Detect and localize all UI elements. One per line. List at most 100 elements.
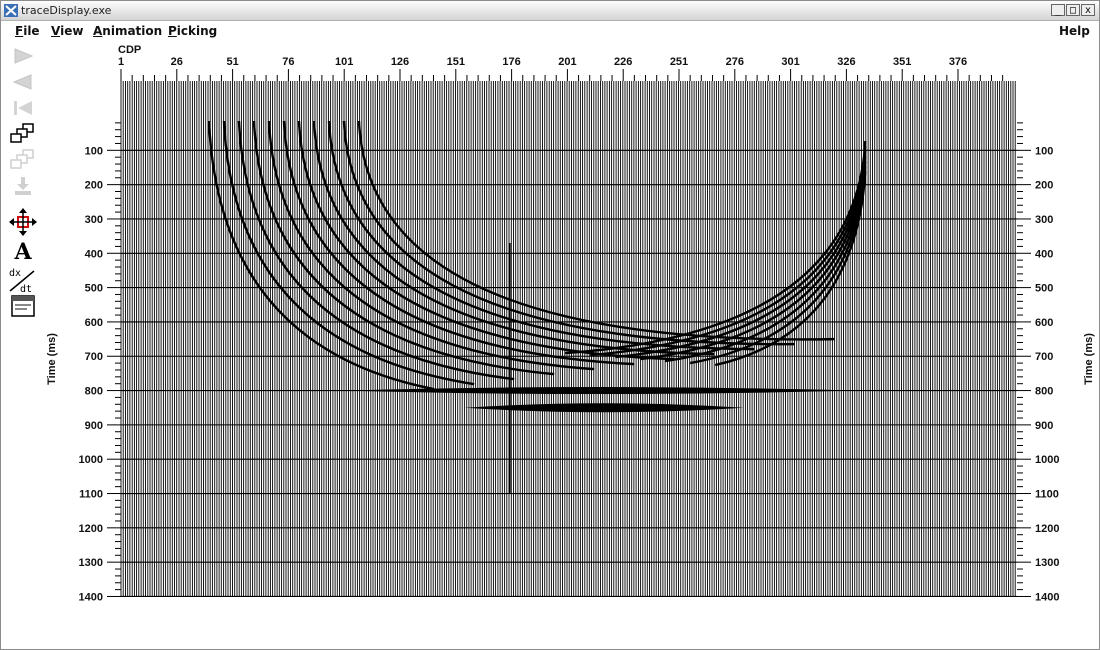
menu-file-mnemonic: F [15,24,24,38]
y-tick-label-right: 1300 [1035,557,1059,569]
x-tick-label: 201 [558,56,576,68]
x-tick-label: 1 [118,56,124,68]
x-tick-label: 51 [226,56,238,68]
y-tick-label-left: 1000 [79,454,103,466]
y-tick-label-right: 300 [1035,214,1053,226]
diffraction-curve [714,170,867,367]
menu-picking[interactable]: Picking [168,24,217,38]
y-axis-right: 100 200 300 400 500 600 700 800 900 1000 1100 1200 1… [1017,122,1059,603]
play-forward-icon [14,48,34,64]
reflector-event [464,403,744,413]
y-tick-label-left: 1100 [79,489,103,501]
close-button[interactable]: x [1081,4,1095,16]
trace-lines [120,81,1016,597]
diffraction-curve [357,120,835,341]
x-tick-label: 376 [949,56,967,68]
windows-stack-button[interactable] [7,121,39,147]
time-grid [121,149,1017,598]
tool-palette: A dx dt [7,41,41,321]
trace-area [120,81,1016,597]
derivative-dxdt-icon: dx dt [9,268,35,295]
y-tick-label-left: 400 [85,248,103,260]
y-tick-label-left: 1200 [79,523,103,535]
text-font-icon: A [14,239,32,265]
y-tick-label-right: 1000 [1035,454,1059,466]
menu-view[interactable]: View [51,24,83,38]
y-tick-label-right: 1400 [1035,591,1059,603]
x-tick-label: 301 [781,56,799,68]
x-tick-label: 326 [837,56,855,68]
x-tick-label: 176 [502,56,520,68]
x-tick-label: 76 [282,56,294,68]
restore-button[interactable]: □ [1066,4,1080,16]
x-tick-label: 151 [447,56,465,68]
y-tick-label-right: 600 [1035,317,1053,329]
import-button[interactable] [7,173,39,199]
y-tick-label-right: 500 [1035,283,1053,295]
import-icon [15,177,31,195]
diffraction-curve [267,120,595,371]
menu-animation[interactable]: Animation [93,24,162,38]
menu-view-label: iew [60,24,84,38]
diffraction-curve [640,155,867,361]
diffraction-curve [252,120,555,376]
y-axis-title-right: Time (ms) [1083,333,1095,385]
menu-picking-label: icking [176,24,218,38]
x-axis: 1 26 51 76 101 126 151 176 201 226 251 276 301 326 351… [118,56,1004,81]
play-backward-button[interactable] [7,69,39,95]
seismic-events [207,120,867,494]
x-tick-label: 226 [614,56,632,68]
title-bar[interactable]: traceDisplay.exe _ □ x [1,1,1099,21]
y-tick-label-right: 700 [1035,351,1053,363]
y-tick-label-left: 600 [85,317,103,329]
menu-picking-mnemonic: P [168,24,177,38]
diffraction-curve [615,150,867,359]
y-tick-label-right: 1200 [1035,523,1059,535]
y-tick-label-left: 200 [85,180,103,192]
y-tick-label-left: 900 [85,420,103,432]
y-tick-label-left: 800 [85,386,103,398]
x-axis-title: CDP [118,44,141,56]
y-tick-label-left: 1400 [79,591,103,603]
window-properties-icon [11,295,35,317]
y-tick-label-left: 500 [85,283,103,295]
y-tick-label-left: 1300 [79,557,103,569]
x-tick-label: 276 [726,56,744,68]
windows-stack-disabled-button[interactable] [7,147,39,173]
y-tick-label-left: 700 [85,351,103,363]
menu-help[interactable]: Help [1059,24,1090,38]
menu-view-mnemonic: V [51,24,61,38]
skip-to-start-icon [14,101,32,115]
x-tick-label: 101 [335,56,353,68]
diffraction-curve [207,120,435,391]
y-tick-label-right: 800 [1035,386,1053,398]
derivative-button[interactable]: dx dt [7,265,39,295]
text-font-button[interactable]: A [7,239,39,265]
pan-move-icon [9,208,37,236]
menu-bar: File View Animation Picking Help [1,21,1099,41]
y-tick-label-left: 300 [85,214,103,226]
menu-animation-mnemonic: A [93,24,103,38]
play-forward-button[interactable] [7,43,39,69]
diffraction-curve [590,145,867,357]
window-title: traceDisplay.exe [21,4,112,17]
y-axis-title-left: Time (ms) [46,333,58,385]
x-tick-label: 26 [171,56,183,68]
y-tick-label-right: 1100 [1035,489,1059,501]
diffraction-curve [664,160,867,363]
skip-to-start-button[interactable] [7,95,39,121]
pan-move-button[interactable] [7,208,39,236]
derivative-top-label: dx [9,268,21,279]
minimize-button[interactable]: _ [1051,4,1065,16]
seismic-trace-display[interactable]: CDP 1 26 51 76 101 126 151 176 201 226 251 276 301 32… [1,41,1099,649]
y-tick-label-right: 100 [1035,145,1053,157]
diffraction-curve [237,120,515,381]
diffraction-curve [282,120,635,366]
menu-animation-label: nimation [102,24,163,38]
x-tick-label: 251 [670,56,688,68]
diffraction-curve [565,140,867,355]
menu-file[interactable]: File [15,24,40,38]
window-properties-button[interactable] [7,293,39,319]
windows-stack-icon [10,123,34,143]
